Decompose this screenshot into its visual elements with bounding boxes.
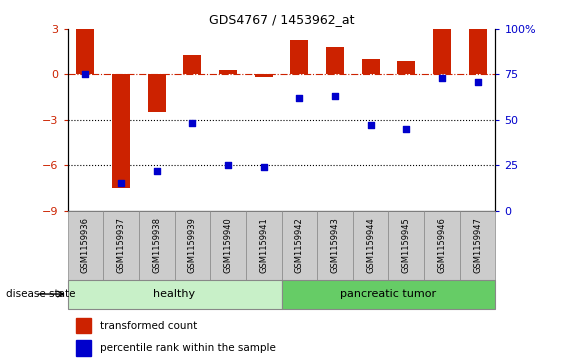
Bar	[148, 74, 166, 112]
Text: transformed count: transformed count	[100, 321, 197, 331]
Text: GSM1159937: GSM1159937	[117, 217, 126, 273]
Bar	[282, 280, 495, 309]
Point	[366, 122, 375, 128]
Bar	[424, 211, 460, 280]
Bar	[468, 29, 486, 74]
Bar	[282, 211, 317, 280]
Text: GSM1159941: GSM1159941	[259, 217, 268, 273]
Bar	[317, 211, 353, 280]
Text: GSM1159936: GSM1159936	[81, 217, 90, 273]
Bar	[77, 29, 95, 74]
Text: GSM1159943: GSM1159943	[330, 217, 339, 273]
Text: GSM1159944: GSM1159944	[366, 217, 375, 273]
Bar	[103, 211, 139, 280]
Bar	[219, 70, 237, 74]
Bar	[68, 280, 282, 309]
Point	[152, 168, 161, 174]
Bar	[68, 211, 103, 280]
Point	[473, 79, 482, 85]
Point	[437, 75, 446, 81]
Text: GSM1159945: GSM1159945	[402, 217, 411, 273]
Text: healthy: healthy	[154, 289, 195, 299]
Text: percentile rank within the sample: percentile rank within the sample	[100, 343, 275, 353]
Point	[330, 93, 339, 99]
Bar	[210, 211, 246, 280]
Text: GSM1159940: GSM1159940	[224, 217, 233, 273]
Bar	[361, 59, 379, 74]
Bar	[184, 55, 202, 74]
Bar	[175, 211, 210, 280]
Bar	[460, 211, 495, 280]
Text: GSM1159938: GSM1159938	[152, 217, 161, 273]
Bar	[353, 211, 388, 280]
Bar	[291, 40, 309, 74]
Bar	[112, 74, 130, 188]
Point	[402, 126, 411, 132]
Text: GSM1159942: GSM1159942	[295, 217, 304, 273]
Text: GSM1159939: GSM1159939	[188, 217, 197, 273]
Bar	[246, 211, 282, 280]
Text: GSM1159947: GSM1159947	[473, 217, 482, 273]
Bar	[139, 211, 175, 280]
Bar	[76, 340, 91, 356]
Text: GSM1159946: GSM1159946	[437, 217, 446, 273]
Bar	[388, 211, 424, 280]
Point	[117, 180, 126, 186]
Bar	[433, 29, 451, 74]
Title: GDS4767 / 1453962_at: GDS4767 / 1453962_at	[209, 13, 354, 26]
Bar	[397, 61, 415, 74]
Bar	[254, 74, 272, 77]
Point	[295, 95, 304, 101]
Text: pancreatic tumor: pancreatic tumor	[341, 289, 436, 299]
Bar	[76, 318, 91, 333]
Point	[259, 164, 268, 170]
Point	[224, 162, 233, 168]
Point	[81, 72, 90, 77]
Point	[188, 121, 197, 126]
Text: disease state: disease state	[6, 289, 75, 299]
Bar	[326, 47, 344, 74]
